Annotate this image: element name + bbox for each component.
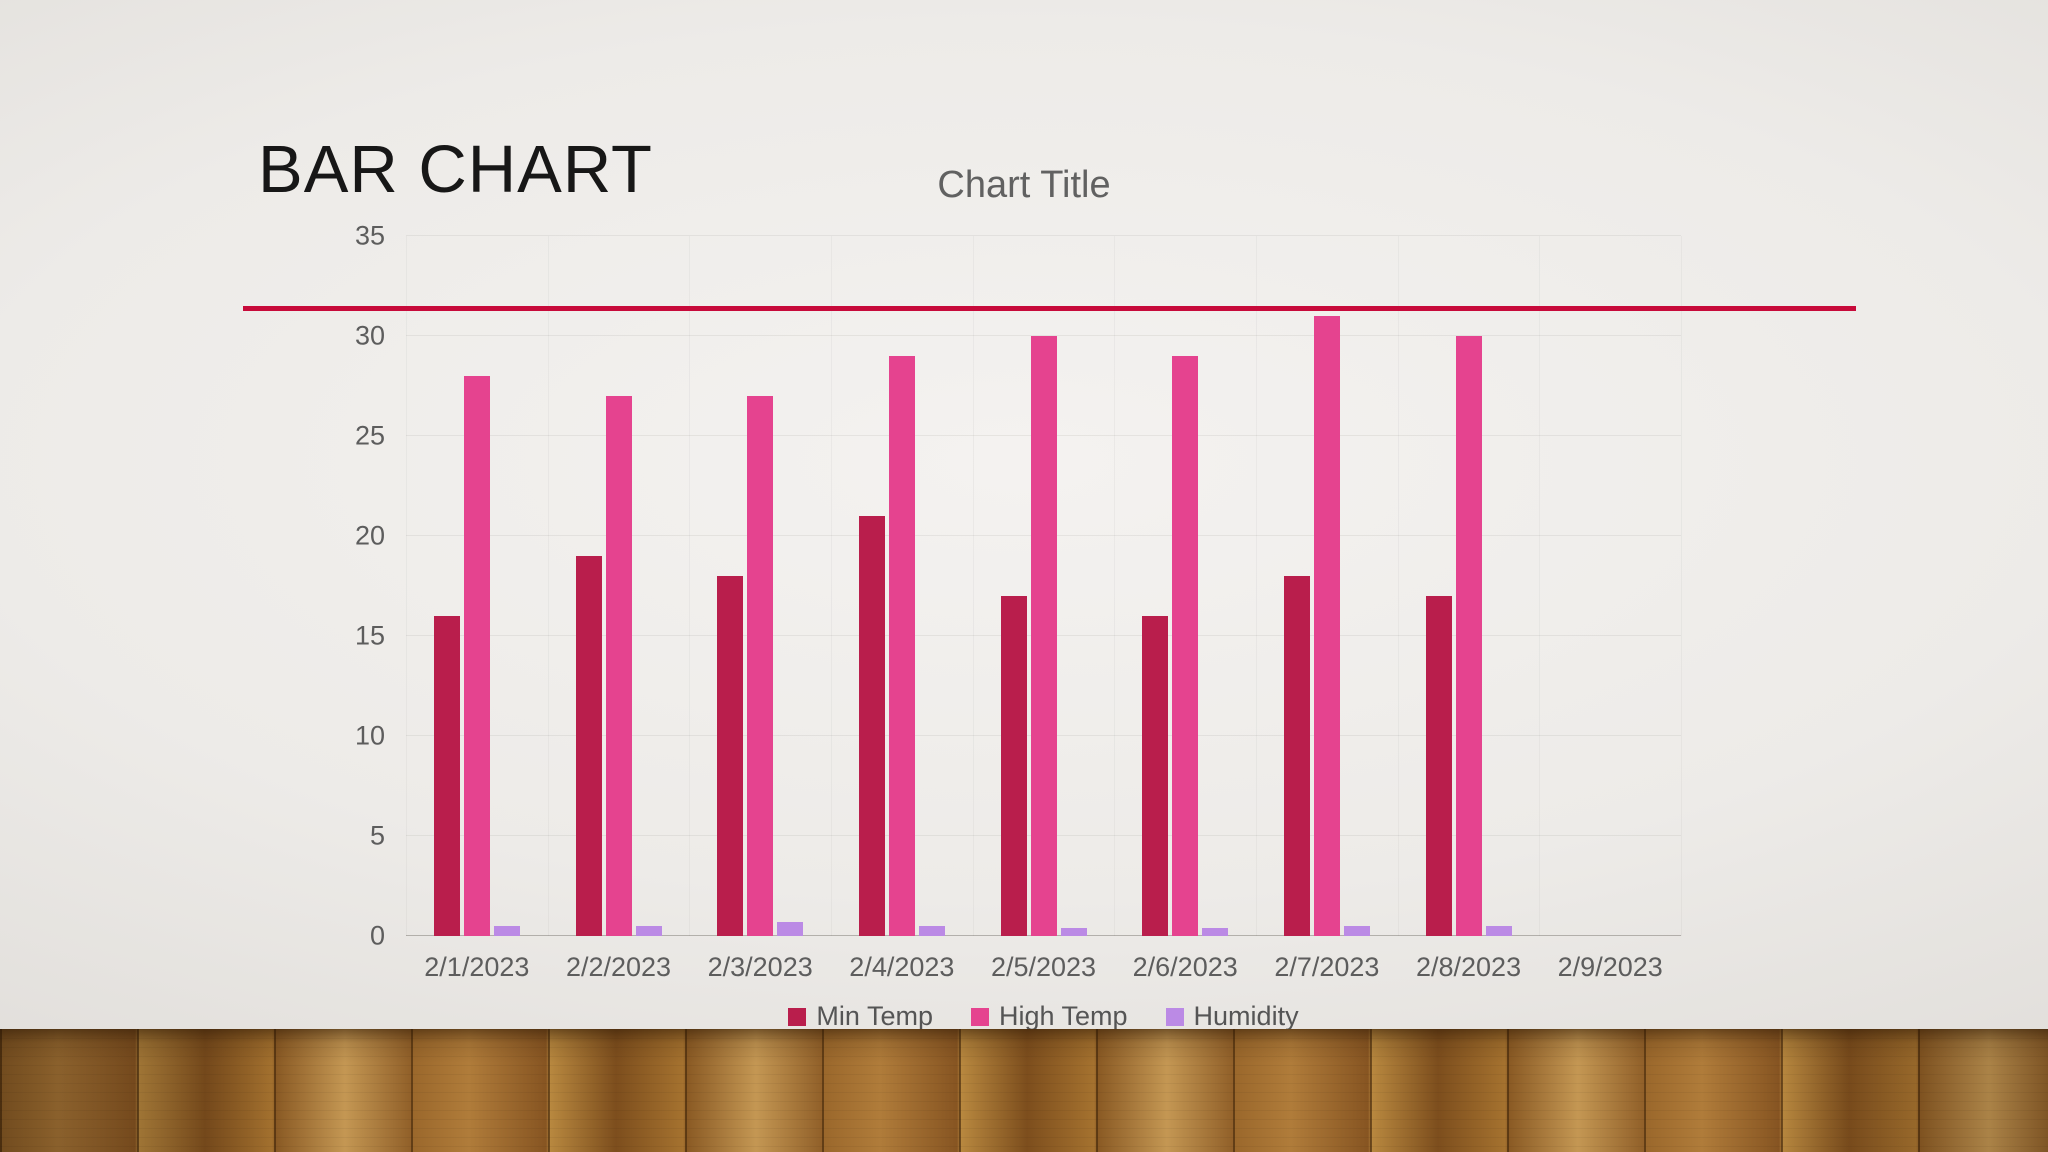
bar-humidity: [1343, 926, 1370, 936]
bar-group: [1398, 236, 1540, 936]
bar-high-temp: [605, 396, 632, 936]
y-axis: 0 5 10 15 20 25 30 35: [290, 222, 385, 949]
bar-high-temp: [463, 376, 490, 936]
legend-item: High Temp: [970, 1001, 1128, 1032]
y-tick-label: 10: [354, 720, 385, 751]
vertical-gridline: [689, 236, 691, 936]
x-tick-label: 2/9/2023: [1557, 952, 1663, 982]
bar-high-temp: [1172, 356, 1199, 936]
bar-group: [548, 236, 690, 936]
bar-group: [1539, 236, 1681, 936]
y-tick-label: 35: [354, 220, 385, 251]
bar-min-temp: [717, 576, 744, 936]
y-tick-label: 5: [369, 820, 385, 851]
legend-label: Humidity: [1193, 1001, 1299, 1031]
slide-title: BAR CHART: [258, 132, 653, 207]
x-tick-label: 2/1/2023: [424, 952, 530, 982]
x-tick-label: 2/8/2023: [1415, 952, 1522, 982]
bar-min-temp: [433, 616, 460, 936]
bar-min-temp: [858, 516, 885, 936]
bar-humidity: [635, 926, 662, 936]
x-tick-label: 2/2/2023: [565, 952, 672, 982]
x-tick-label: 2/6/2023: [1132, 952, 1238, 982]
legend-swatch-icon: [788, 1007, 807, 1026]
wood-floor: [0, 1029, 2048, 1152]
bar-series-container: [406, 236, 1681, 936]
vertical-gridline: [1256, 236, 1257, 936]
bar-min-temp: [575, 556, 602, 936]
legend-swatch-icon: [970, 1007, 989, 1026]
vertical-gridline: [831, 236, 832, 936]
vertical-gridline: [1114, 236, 1116, 936]
y-tick-label: 15: [354, 620, 385, 651]
bar-high-temp: [1313, 316, 1340, 936]
bar-high-temp: [1455, 336, 1482, 936]
y-tick-label: 0: [369, 920, 385, 951]
accent-line: [243, 306, 1856, 311]
bar-group: [1114, 236, 1256, 936]
bar-humidity: [1202, 928, 1229, 936]
x-tick-label: 2/4/2023: [849, 952, 955, 982]
x-tick-label: 2/5/2023: [990, 952, 1097, 982]
x-axis: 2/1/2023 2/2/2023 2/3/2023 2/4/2023 2/5/2023…: [406, 952, 1681, 983]
vertical-gridline: [1397, 236, 1399, 936]
legend-item: Humidity: [1165, 1001, 1299, 1032]
bar-group: [1256, 236, 1398, 936]
bar-high-temp: [888, 356, 915, 936]
bar-humidity: [1485, 926, 1512, 936]
chart-title: Chart Title: [937, 164, 1111, 206]
legend-label: Min Temp: [816, 1001, 933, 1031]
vertical-gridline: [1681, 236, 1682, 936]
legend-label: High Temp: [998, 1001, 1128, 1031]
vertical-gridline: [406, 236, 407, 936]
y-tick-label: 20: [354, 520, 385, 551]
bar-min-temp: [1283, 576, 1310, 936]
bar-group: [973, 236, 1115, 936]
legend-item: Min Temp: [788, 1001, 933, 1032]
x-tick-label: 2/7/2023: [1274, 952, 1380, 982]
plot-area: [406, 235, 1682, 936]
bar-humidity: [493, 926, 520, 936]
bar-group: [689, 236, 831, 936]
legend-swatch-icon: [1165, 1007, 1184, 1026]
bar-humidity: [1060, 928, 1087, 936]
bar-min-temp: [1142, 616, 1169, 936]
y-tick-label: 25: [354, 420, 385, 451]
bar-high-temp: [1030, 336, 1057, 936]
chart-legend: Min Temp High Temp Humidity: [406, 1001, 1681, 1032]
vertical-gridline: [972, 236, 974, 936]
bar-high-temp: [747, 396, 774, 936]
bar-humidity: [777, 922, 804, 936]
bar-min-temp: [1425, 596, 1452, 936]
bar-min-temp: [1000, 596, 1027, 936]
y-tick-label: 30: [354, 320, 385, 351]
vertical-gridline: [1539, 236, 1541, 936]
bar-group: [831, 236, 973, 936]
vertical-gridline: [547, 236, 549, 936]
x-tick-label: 2/3/2023: [707, 952, 813, 982]
horizontal-gridline: [406, 235, 1681, 236]
bar-group: [406, 236, 548, 936]
bar-humidity: [918, 926, 945, 936]
horizontal-gridline: [406, 335, 1681, 336]
